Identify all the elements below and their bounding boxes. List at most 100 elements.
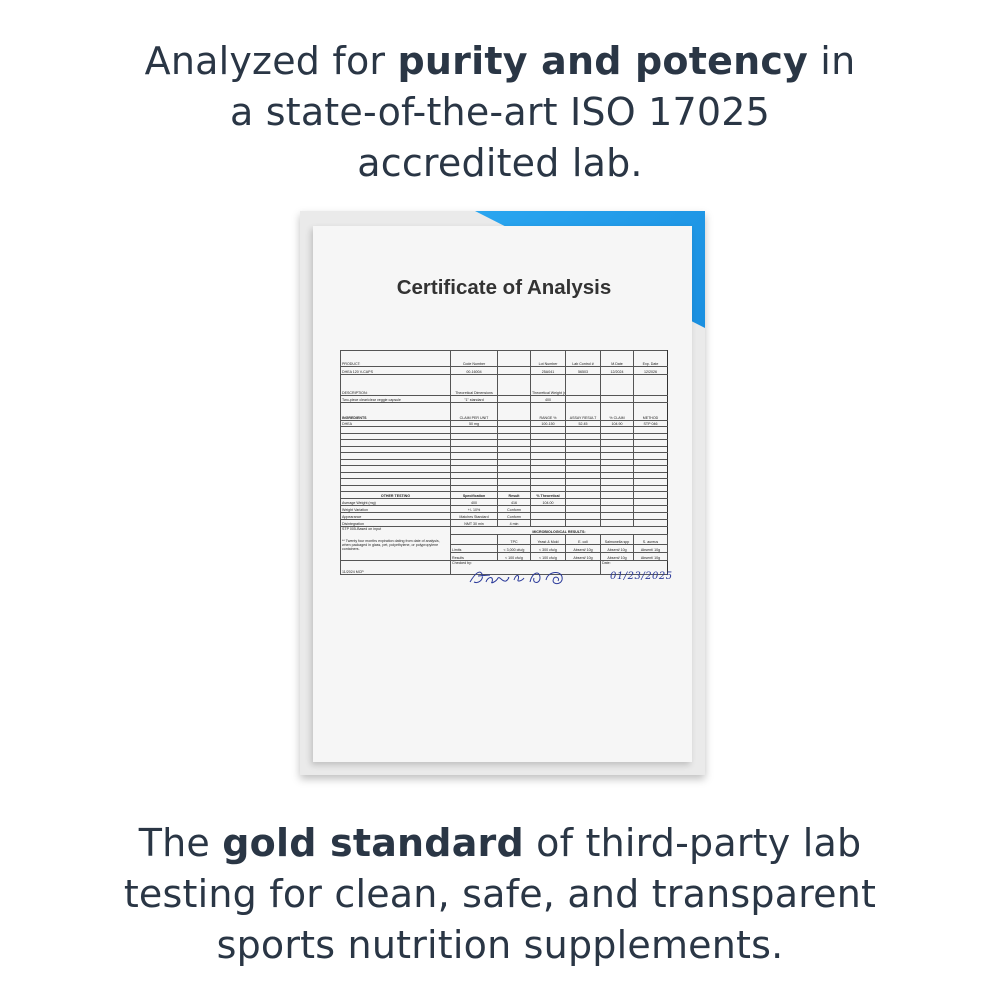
table-cell: Matches Standard bbox=[450, 512, 498, 520]
table-cell: Absent/ 10g bbox=[565, 552, 601, 561]
headline-line: accredited lab. bbox=[357, 141, 643, 185]
table-cell: Absent/ 10g bbox=[633, 552, 668, 561]
table-cell: NMT 30 min bbox=[450, 519, 498, 527]
table-cell bbox=[497, 366, 531, 375]
table-cell: Lab Control # bbox=[565, 350, 601, 367]
table-cell: Result bbox=[497, 491, 531, 499]
headline-text: The bbox=[138, 821, 223, 865]
table-cell: Two-piece clear/clear veggie capsule bbox=[340, 395, 451, 403]
table-row: INGREDIENTS CLAIM PER UNIT RANGE % ASSAY RE… bbox=[340, 402, 668, 421]
table-cell: Absent/ 10g bbox=[600, 544, 634, 553]
table-cell bbox=[600, 498, 634, 506]
table-cell: ASSAY RESULT bbox=[565, 402, 601, 421]
table-cell: Conform bbox=[497, 512, 531, 520]
table-cell: Absent/ 10g bbox=[600, 552, 634, 561]
micro-header: E. coli bbox=[565, 534, 601, 545]
headline-emphasis: gold standard bbox=[222, 821, 524, 865]
headline-line: testing for clean, safe, and transparent bbox=[123, 872, 877, 916]
table-cell: Theoretical Weight (mg) bbox=[530, 374, 566, 396]
headline-text: Analyzed for bbox=[144, 39, 398, 83]
table-row: STP 005-Based on input ** Twenty four mon… bbox=[340, 526, 668, 561]
table-cell: 12/2026 bbox=[633, 366, 668, 375]
headline-bottom: The gold standard of third-party lab tes… bbox=[0, 818, 1000, 971]
table-cell: Limits bbox=[450, 544, 498, 553]
table-cell bbox=[600, 374, 634, 396]
table-cell: Specification bbox=[450, 491, 498, 499]
table-cell: Results bbox=[450, 552, 498, 561]
table-cell: DESCRIPTION: bbox=[340, 374, 451, 396]
table-cell: Code Number bbox=[450, 350, 498, 367]
certificate-table: PRODUCT: Code Number Lot Number Lab Control… bbox=[340, 350, 668, 575]
table-cell: Disintegration bbox=[340, 519, 451, 527]
table-cell: Absent/ 10g bbox=[633, 544, 668, 553]
date-label: Date: bbox=[600, 560, 668, 575]
micro-title: MICROBIOLOGICAL RESULTS: bbox=[450, 526, 668, 535]
table-cell: Theoretical Dimensions bbox=[450, 374, 498, 396]
table-cell: Lot Number bbox=[530, 350, 566, 367]
table-row: DESCRIPTION: Theoretical Dimensions Theore… bbox=[340, 374, 668, 396]
table-cell: < 3,000 cfu/g bbox=[497, 544, 531, 553]
table-cell bbox=[600, 512, 634, 520]
table-cell: CLAIM PER UNIT bbox=[450, 402, 498, 421]
table-row: Appearance Matches Standard Conform bbox=[340, 512, 668, 520]
table-cell bbox=[497, 395, 531, 403]
table-row: Limits < 3,000 cfu/g < 300 cfu/g Absent/ 10… bbox=[341, 544, 668, 553]
micro-note-basis: STP 005-Based on input bbox=[342, 527, 382, 532]
headline-text: of third-party lab bbox=[523, 821, 862, 865]
table-row: 11/2024 MCP Checked by: Date: bbox=[340, 560, 668, 575]
table-cell: 4 min bbox=[497, 519, 531, 527]
table-cell: M.Date bbox=[600, 350, 634, 367]
table-cell bbox=[600, 519, 634, 527]
table-cell: 416 bbox=[497, 498, 531, 506]
table-cell bbox=[530, 505, 566, 513]
table-cell: Average Weight (mg) bbox=[340, 498, 451, 506]
table-row: OTHER TESTING Specification Result% Theore… bbox=[340, 491, 668, 499]
table-row: DHEA 120 V-CAPS 00-16004 25A041 56503 12/202… bbox=[340, 366, 668, 375]
table-cell: 400 bbox=[530, 395, 566, 403]
table-cell: 25A041 bbox=[530, 366, 566, 375]
table-cell: Appearance bbox=[340, 512, 451, 520]
footer-code: 11/2024 MCP bbox=[340, 560, 451, 575]
table-cell bbox=[565, 498, 601, 506]
table-row: Disintegration NMT 30 min 4 min bbox=[340, 519, 668, 527]
table-row: Average Weight (mg) 400 416 104.00 bbox=[340, 498, 668, 506]
table-cell: 12/2024 bbox=[600, 366, 634, 375]
table-row bbox=[340, 432, 668, 440]
signature bbox=[469, 571, 563, 585]
certificate-title: Certificate of Analysis bbox=[396, 276, 612, 299]
table-cell: 400 bbox=[450, 498, 498, 506]
table-cell: < 300 cfu/g bbox=[530, 544, 566, 553]
signature-date: 01/23/2025 bbox=[610, 571, 673, 582]
table-cell: < 100 cfu/g bbox=[530, 552, 566, 561]
table-cell bbox=[565, 519, 601, 527]
table-cell: OTHER TESTING bbox=[340, 491, 451, 499]
table-cell: % CLAIM bbox=[600, 402, 634, 421]
expiration-note: ** Twenty four months expiration dating … bbox=[342, 539, 440, 551]
headline-emphasis: purity and potency bbox=[397, 39, 809, 83]
table-cell: < 100 cfu/g bbox=[497, 552, 531, 561]
table-cell bbox=[497, 350, 531, 367]
table-cell: DHEA 120 V-CAPS bbox=[340, 366, 451, 375]
table-row: DHEA 50 mg 100-150 52.45 104.90 STP 046 bbox=[340, 420, 668, 427]
table-cell bbox=[497, 402, 531, 421]
table-row: Two-piece clear/clear veggie capsule "1" … bbox=[340, 395, 668, 403]
table-cell: RANGE % bbox=[530, 402, 566, 421]
micro-header: Salmonella spp bbox=[600, 534, 634, 545]
headline-line: sports nutrition supplements. bbox=[216, 923, 784, 967]
table-cell: 00-16004 bbox=[450, 366, 498, 375]
table-cell bbox=[530, 512, 566, 520]
table-cell bbox=[633, 498, 668, 506]
table-cell: Absent/ 10g bbox=[565, 544, 601, 553]
table-cell bbox=[497, 374, 531, 396]
table-cell: +/- 10% bbox=[450, 505, 498, 513]
table-cell bbox=[600, 505, 634, 513]
table-cell bbox=[633, 512, 668, 520]
table-cell bbox=[565, 395, 601, 403]
table-cell: Conform bbox=[497, 505, 531, 513]
headline-line: a state-of-the-art ISO 17025 bbox=[229, 90, 771, 134]
table-cell bbox=[530, 519, 566, 527]
table-cell bbox=[633, 505, 668, 513]
table-cell: STP 046 bbox=[633, 420, 668, 427]
table-cell bbox=[633, 491, 668, 499]
table-cell: INGREDIENTS bbox=[340, 402, 451, 421]
